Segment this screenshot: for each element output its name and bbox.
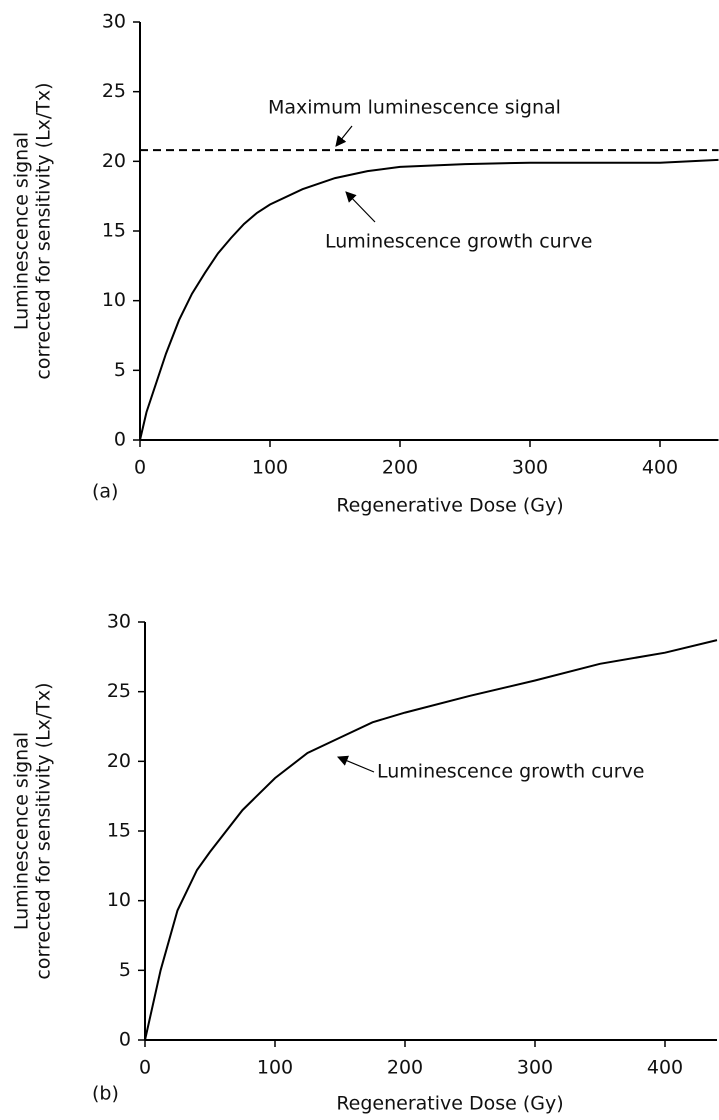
y-tick-label: 30 — [107, 611, 131, 633]
y-tick-label: 30 — [102, 11, 126, 33]
x-tick-label: 100 — [252, 457, 288, 479]
x-tick-label: 0 — [139, 1057, 151, 1079]
y-tick-label: 15 — [107, 820, 131, 842]
y-tick-label: 0 — [114, 429, 126, 451]
y-axis-label: Luminescence signal — [11, 732, 33, 930]
x-tick-label: 400 — [642, 457, 678, 479]
y-axis-label: corrected for sensitivity (Lx/Tx) — [33, 82, 55, 379]
annotation: Luminescence growth curve — [325, 231, 592, 253]
growth-curve — [144, 639, 718, 1041]
y-tick-label: 10 — [107, 889, 131, 911]
y-tick-label: 5 — [119, 959, 131, 981]
y-axis-label: corrected for sensitivity (Lx/Tx) — [33, 682, 55, 979]
growth-curve — [139, 158, 719, 441]
x-tick-label: 200 — [387, 1057, 423, 1079]
y-tick-label: 0 — [119, 1029, 131, 1051]
x-tick-label: 300 — [517, 1057, 553, 1079]
x-axis-label: Regenerative Dose (Gy) — [336, 1093, 563, 1115]
panel-label: (b) — [92, 1083, 119, 1105]
annotation: Luminescence growth curve — [377, 761, 644, 783]
panel-label: (a) — [92, 481, 118, 503]
x-tick-label: 400 — [647, 1057, 683, 1079]
annotation-arrow — [345, 191, 376, 223]
annotation: Maximum luminescence signal — [268, 97, 561, 119]
y-tick-label: 5 — [114, 359, 126, 381]
x-tick-label: 0 — [134, 457, 146, 479]
y-tick-label: 25 — [102, 80, 126, 102]
annotation-arrow — [335, 125, 353, 147]
y-tick-label: 15 — [102, 220, 126, 242]
x-axis-label: Regenerative Dose (Gy) — [336, 495, 563, 517]
x-tick-label: 200 — [382, 457, 418, 479]
x-tick-label: 100 — [257, 1057, 293, 1079]
y-axis-label: Luminescence signal — [11, 132, 33, 330]
x-tick-label: 300 — [512, 457, 548, 479]
y-tick-label: 20 — [102, 150, 126, 172]
y-tick-label: 20 — [107, 750, 131, 772]
annotation-arrow — [337, 755, 375, 773]
y-tick-label: 10 — [102, 289, 126, 311]
y-tick-label: 25 — [107, 680, 131, 702]
